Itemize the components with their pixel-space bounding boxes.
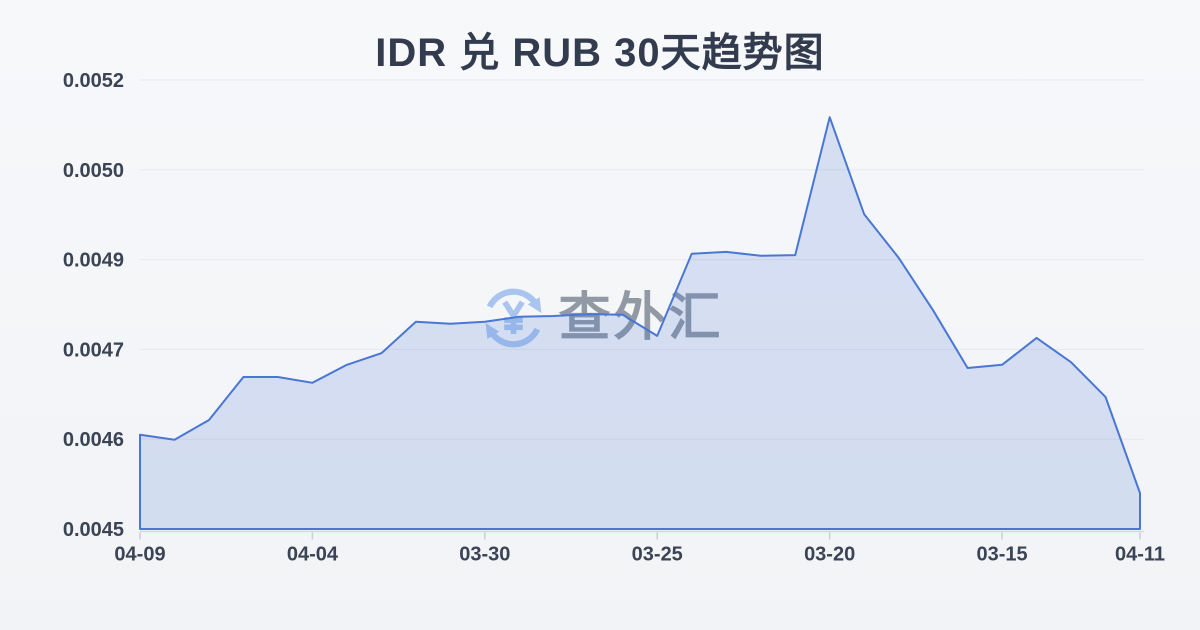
x-axis-tick-label: 04-09: [114, 544, 165, 566]
x-axis-tick-label: 03-25: [632, 544, 683, 566]
y-axis-tick-label: 0.0045: [63, 519, 124, 541]
refresh-arrow-bottom: [488, 327, 541, 348]
y-axis-tick-label: 0.0047: [63, 339, 124, 361]
x-axis-tick-label: 04-11: [1115, 544, 1165, 566]
refresh-arrow-top: [486, 288, 539, 309]
x-axis-tick-label: 03-15: [976, 544, 1027, 566]
x-axis-tick-label: 03-20: [804, 544, 855, 566]
arrowhead-right: [527, 297, 542, 314]
chart-title: IDR 兑 RUB 30天趋势图: [375, 31, 825, 75]
y-axis-tick-label: 0.0052: [63, 70, 124, 92]
yuan-symbol: [502, 300, 525, 334]
price-area-series: [139, 116, 1141, 530]
watermark: 查外汇: [480, 285, 723, 351]
arrowhead-left: [485, 322, 500, 339]
currency-exchange-refresh-icon: [485, 288, 542, 348]
y-axis-tick-label: 0.0049: [63, 250, 124, 272]
watermark-text: 查外汇: [558, 289, 724, 347]
y-axis-tick-label: 0.0050: [63, 160, 124, 182]
x-axis-tick-label: 03-30: [459, 544, 510, 566]
y-axis-tick-label: 0.0046: [63, 429, 124, 451]
x-axis-tick-label: 04-04: [287, 544, 339, 566]
